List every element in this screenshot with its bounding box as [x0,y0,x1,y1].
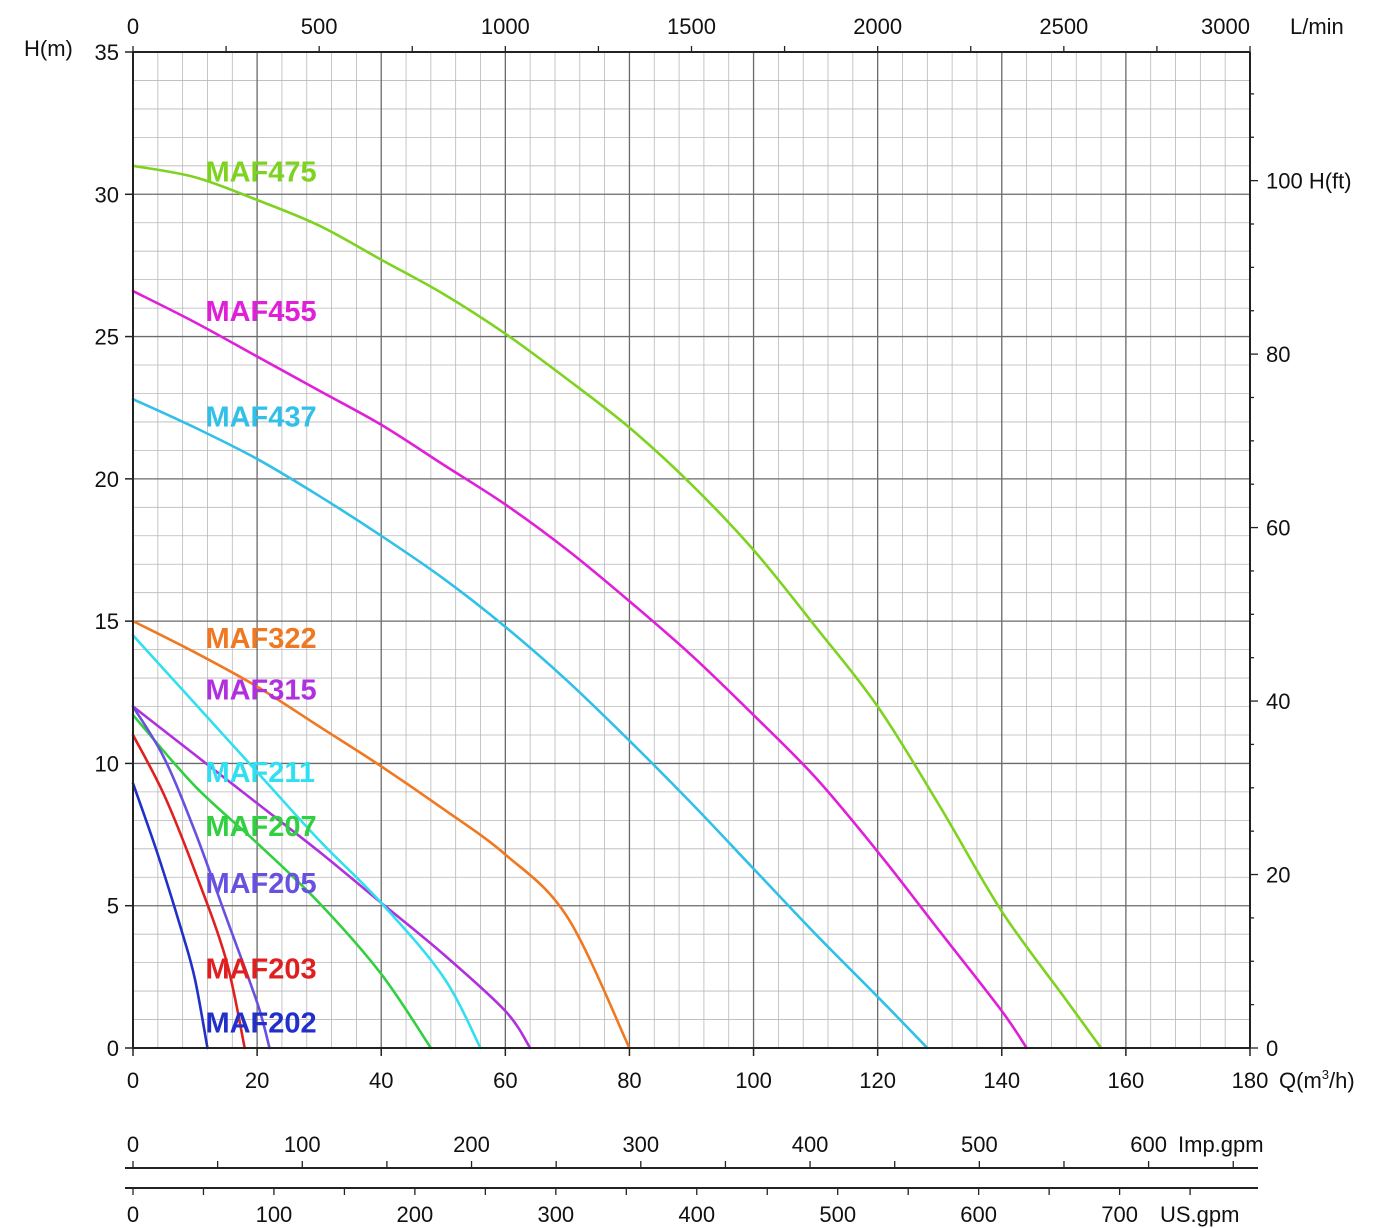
us-gpm-tick-label: 100 [256,1202,293,1227]
series-maf322-curve [131,619,631,1050]
us-gpm-tick-label: 200 [397,1202,434,1227]
series-maf455-label: MAF455 [205,296,316,328]
y-tick-label: 5 [107,894,119,919]
x-tick-label: 20 [245,1068,269,1093]
top-tick-label: 1000 [481,14,530,39]
x-tick-label: 180 [1232,1068,1269,1093]
us-gpm-tick-label: 500 [819,1202,856,1227]
y-tick-label: 25 [95,325,119,350]
x-tick-label: 100 [735,1068,772,1093]
top-tick-label: 2500 [1039,14,1088,39]
series-maf315-label: MAF315 [205,674,316,706]
top-tick-label: 1500 [667,14,716,39]
x-tick-label: 160 [1108,1068,1145,1093]
top-axis-title: L/min [1290,14,1344,39]
series-maf211-curve [131,634,482,1050]
top-tick-label: 0 [127,14,139,39]
series-maf207-label: MAF207 [205,811,316,843]
series-maf203-label: MAF203 [205,953,316,985]
series-maf475-label: MAF475 [205,157,316,189]
y-axis-title: H(m) [24,36,73,61]
x-tick-label: 60 [493,1068,517,1093]
labels-layer: MAF475 MAF455 MAF437 MAF322 MAF315 MAF211 MAF2… [205,157,316,1040]
x-tick-label: 140 [983,1068,1020,1093]
us-gpm-axis-title: US.gpm [1160,1202,1239,1227]
series-maf475-curve [131,164,1103,1050]
y-tick-label: 20 [95,467,119,492]
series-maf322-label: MAF322 [205,623,316,655]
x-axis-title: Q(m3/h) [1279,1067,1355,1093]
imp-gpm-tick-label: 400 [792,1132,829,1157]
series-maf203-curve [131,733,246,1050]
x-tick-label: 80 [617,1068,641,1093]
imp-gpm-tick-label: 500 [961,1132,998,1157]
y-tick-label: 10 [95,751,119,776]
series-maf437-curve [131,397,929,1050]
top-tick-label: 500 [301,14,338,39]
imp-gpm-axis-title: Imp.gpm [1178,1132,1264,1157]
imp-gpm-tick-label: 600 [1130,1132,1167,1157]
imp-gpm-tick-label: 0 [127,1132,139,1157]
imp-gpm-tick-label: 100 [284,1132,321,1157]
right-tick-label: 0 [1266,1036,1278,1061]
series-maf211-label: MAF211 [205,757,315,789]
us-gpm-tick-label: 600 [960,1202,997,1227]
series-maf207-curve [131,713,433,1050]
series-maf437-label: MAF437 [205,401,316,433]
grid-minor [133,52,1250,1048]
y-tick-label: 35 [95,40,119,65]
top-tick-label: 2000 [853,14,902,39]
right-tick-label: 20 [1266,863,1290,888]
series-maf205-label: MAF205 [205,868,316,900]
right-tick-label: 60 [1266,516,1290,541]
series-maf202-curve [131,782,209,1050]
us-gpm-tick-label: 400 [678,1202,715,1227]
x-axis-title-tail: /h) [1329,1068,1355,1093]
us-gpm-tick-label: 700 [1101,1202,1138,1227]
top-tick-label: 3000 [1201,14,1250,39]
right-tick-label: 80 [1266,342,1290,367]
x-axis-title-main: Q(m [1279,1068,1322,1093]
x-axis-title-sup: 3 [1322,1067,1329,1082]
y-tick-label: 0 [107,1036,119,1061]
x-tick-label: 40 [369,1068,393,1093]
imp-gpm-tick-label: 200 [453,1132,490,1157]
us-gpm-tick-label: 0 [127,1202,139,1227]
series-layer [131,164,1103,1050]
series-maf202-label: MAF202 [205,1007,316,1039]
us-gpm-tick-label: 300 [537,1202,574,1227]
y-tick-label: 30 [95,182,119,207]
imp-gpm-tick-label: 300 [622,1132,659,1157]
right-tick-label: 100 H(ft) [1266,169,1352,194]
series-maf315-curve [131,705,532,1050]
y-tick-label: 15 [95,609,119,634]
right-tick-label: 40 [1266,689,1290,714]
series-maf455-curve [131,289,1028,1050]
x-tick-label: 120 [859,1068,896,1093]
series-maf205-curve [131,705,271,1050]
x-tick-label: 0 [127,1068,139,1093]
